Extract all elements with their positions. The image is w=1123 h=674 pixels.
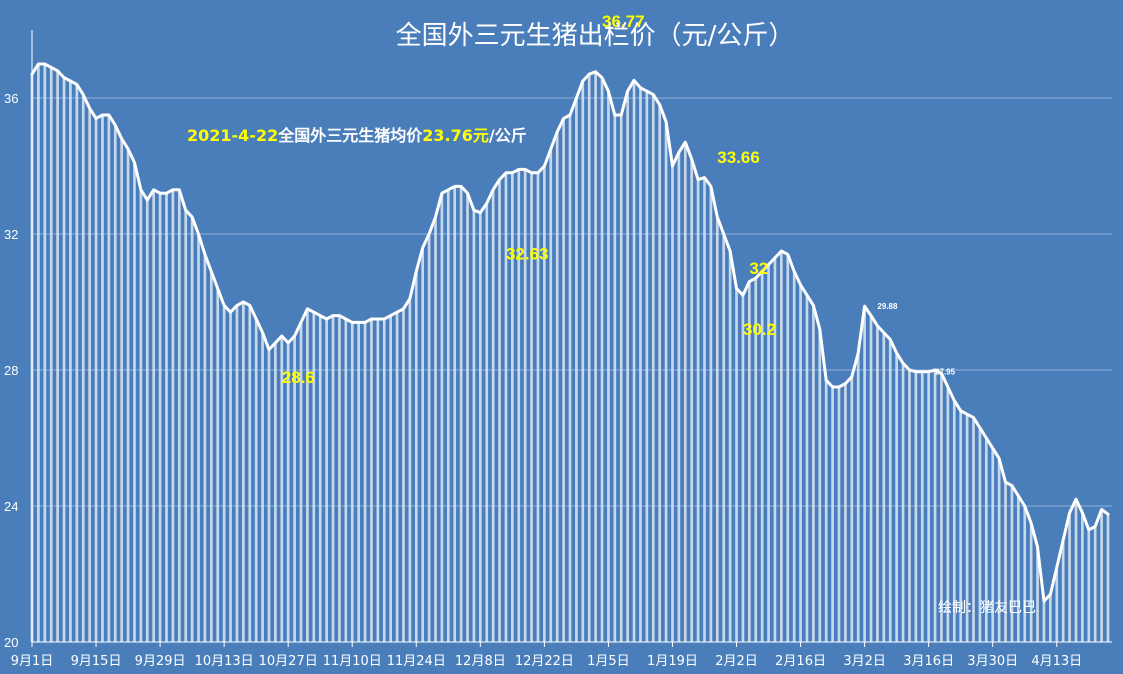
data-label: 29.88 (877, 302, 898, 311)
x-axis (31, 30, 1112, 647)
subtitle-date: 2021-4-22 (187, 126, 278, 145)
data-label: 32.63 (506, 244, 549, 263)
x-tick-label: 10月27日 (259, 654, 318, 669)
x-tick-label: 9月15日 (71, 654, 122, 669)
area-fill-bars (30, 64, 1110, 642)
data-label: 32 (749, 259, 768, 278)
subtitle-value: 23.76元 (422, 126, 489, 145)
credit-label: 绘制：猪友巴巴 (938, 600, 1036, 616)
y-tick-36: 36 (4, 91, 18, 106)
x-tick-label: 2月2日 (715, 654, 758, 669)
x-tick-label: 4月13日 (1031, 654, 1082, 669)
subtitle-text1: 全国外三元生猪均价 (277, 126, 423, 145)
y-tick-20: 20 (4, 635, 18, 650)
subtitle: 2021-4-22全国外三元生猪均价23.76元/公斤 (187, 126, 527, 145)
y-tick-labels: 20 24 28 32 36 (4, 91, 18, 650)
data-label: 28.6 (282, 368, 315, 387)
data-label: 33.66 (717, 148, 760, 167)
data-label: 27.95 (935, 368, 956, 377)
x-tick-label: 9月1日 (11, 654, 54, 669)
subtitle-text2: /公斤 (489, 126, 527, 145)
y-tick-28: 28 (4, 363, 18, 378)
x-tick-label: 3月2日 (843, 654, 886, 669)
chart-title: 全国外三元生猪出栏价（元/公斤） (396, 21, 795, 51)
x-tick-label: 3月30日 (967, 654, 1018, 669)
y-tick-32: 32 (4, 227, 18, 242)
x-tick-label: 1月5日 (587, 654, 630, 669)
x-tick-label: 11月24日 (387, 654, 446, 669)
x-tick-label: 12月22日 (515, 654, 574, 669)
series-line-price (30, 62, 1110, 603)
x-tick-label: 11月10日 (323, 654, 382, 669)
x-tick-labels: 9月1日 9月15日 9月29日 10月13日 10月27日 11月10日 11月24日 12… (11, 654, 1082, 669)
gridlines (32, 97, 1112, 507)
y-tick-24: 24 (4, 499, 18, 514)
data-label: 36.77 (602, 12, 645, 31)
x-tick-label: 1月19日 (647, 654, 698, 669)
x-tick-label: 2月16日 (775, 654, 826, 669)
x-tick-label: 12月8日 (455, 654, 506, 669)
x-tick-label: 9月29日 (135, 654, 186, 669)
x-tick-label: 3月16日 (903, 654, 954, 669)
data-label: 30.2 (743, 320, 776, 339)
x-tick-label: 10月13日 (195, 654, 254, 669)
